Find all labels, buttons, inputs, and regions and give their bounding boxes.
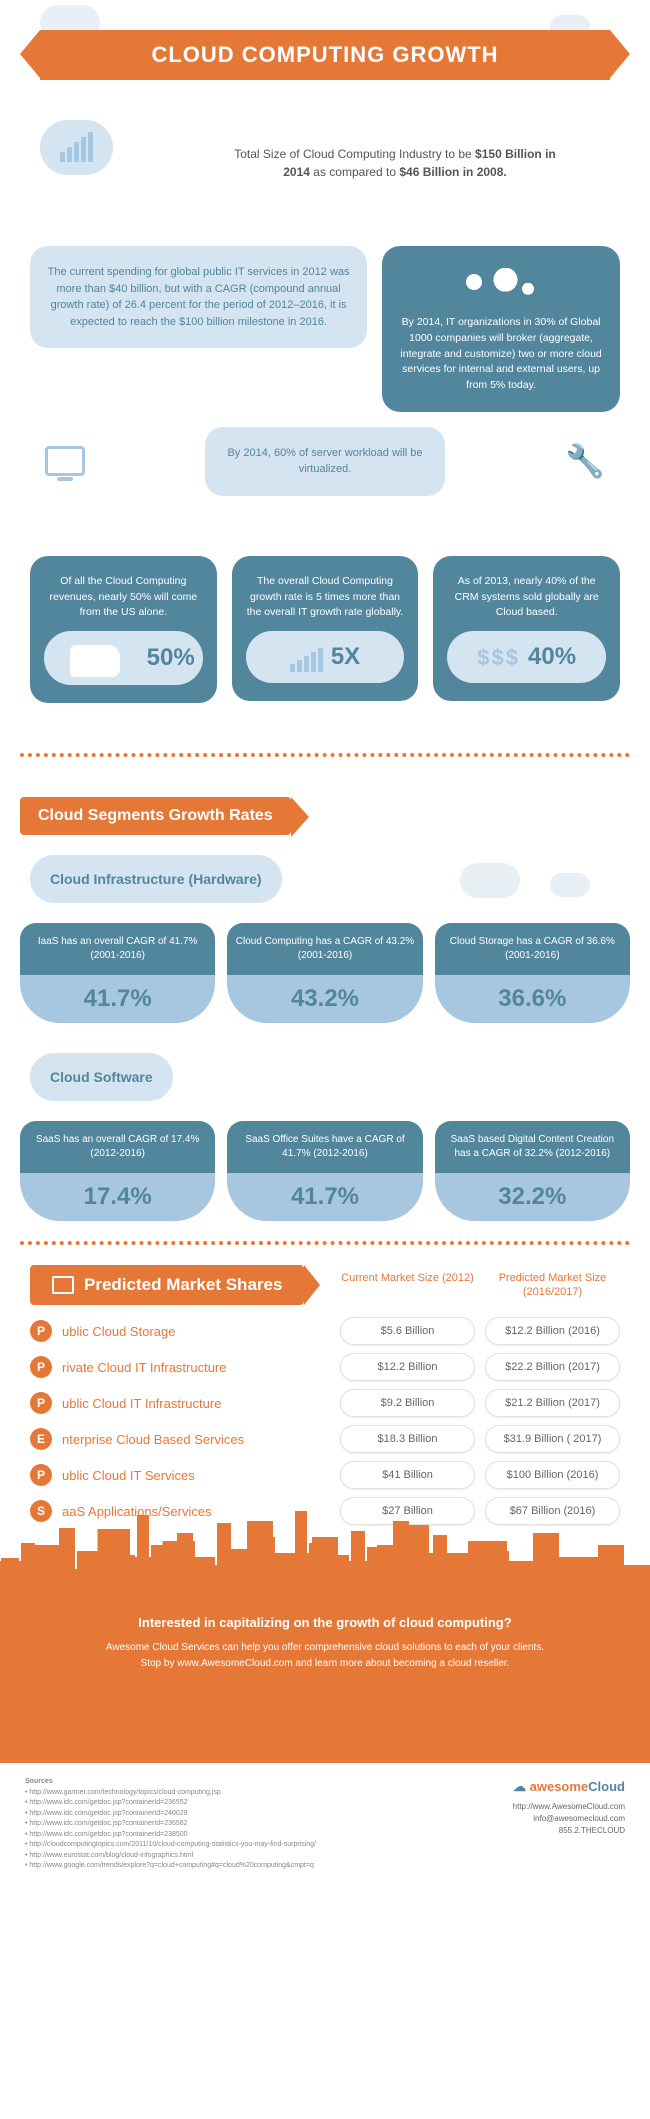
bar-chart-cloud-icon (40, 120, 113, 175)
source-item: • http://www.eurostat.com/blog/cloud-inf… (25, 1851, 513, 1862)
software-title: Cloud Software (30, 1053, 173, 1101)
infra-title: Cloud Infrastructure (Hardware) (30, 855, 282, 903)
row-letter: P (30, 1356, 52, 1378)
wrench-icon: 🔧 (550, 442, 620, 480)
crm-stat: 40% (528, 639, 576, 675)
growth-card: SaaS Office Suites have a CAGR of 41.7% … (227, 1121, 422, 1221)
market-row: Private Cloud IT Infrastructure $12.2 Bil… (30, 1353, 620, 1381)
source-item: • http://www.idc.com/getdoc.jsp?containe… (25, 1819, 513, 1830)
growth-card: SaaS has an overall CAGR of 17.4% (2012-… (20, 1121, 215, 1221)
market-row: Enterprise Cloud Based Services $18.3 Bil… (30, 1425, 620, 1453)
market-row: Public Cloud IT Services $41 Billion $100 … (30, 1461, 620, 1489)
market-row: Public Cloud Storage $5.6 Billion $12.2 Bi… (30, 1317, 620, 1345)
market-name: ublic Cloud IT Services (62, 1468, 330, 1483)
row-letter: P (30, 1464, 52, 1486)
segments-banner: Cloud Segments Growth Rates (20, 797, 291, 835)
fact-crm: As of 2013, nearly 40% of the CRM system… (433, 556, 620, 701)
us-map-icon (70, 645, 120, 677)
market-predicted: $22.2 Billion (2017) (485, 1353, 620, 1381)
fact-growth-5x: The overall Cloud Computing growth rate … (232, 556, 419, 701)
row-letter: P (30, 1320, 52, 1342)
divider (20, 753, 630, 757)
fact-us-revenue: Of all the Cloud Computing revenues, nea… (30, 556, 217, 703)
growth-card: Cloud Storage has a CAGR of 36.6% (2001-… (435, 923, 630, 1023)
intro-section: Total Size of Cloud Computing Industry t… (0, 120, 650, 216)
dollar-icon: $$$ (477, 641, 520, 674)
market-current: $41 Billion (340, 1461, 475, 1489)
market-name: rivate Cloud IT Infrastructure (62, 1360, 330, 1375)
fact-virtualized: By 2014, 60% of server workload will be … (205, 427, 445, 496)
monitor-icon (30, 446, 100, 476)
market-current: $18.3 Billion (340, 1425, 475, 1453)
market-current: $12.2 Billion (340, 1353, 475, 1381)
skyline-footer: Interested in capitalizing on the growth… (0, 1593, 650, 1763)
world-map-icon (456, 264, 546, 309)
cart-icon (52, 1276, 74, 1294)
intro-text: Total Size of Cloud Computing Industry t… (230, 145, 560, 181)
facts-2: Of all the Cloud Computing revenues, nea… (0, 526, 650, 733)
fact-global1000: By 2014, IT organizations in 30% of Glob… (382, 246, 620, 412)
source-item: • http://cloudcomputingtopics.com/2011/1… (25, 1840, 513, 1851)
row-letter: P (30, 1392, 52, 1414)
market-predicted: $100 Billion (2016) (485, 1461, 620, 1489)
growth-card: SaaS based Digital Content Creation has … (435, 1121, 630, 1221)
market-name: ublic Cloud IT Infrastructure (62, 1396, 330, 1411)
sources-list: Sources • http://www.gartner.com/technol… (25, 1777, 513, 1872)
software-cards: SaaS has an overall CAGR of 17.4% (2012-… (20, 1121, 630, 1221)
header: CLOUD COMPUTING GROWTH (0, 0, 650, 120)
growth-card: Cloud Computing has a CAGR of 43.2% (200… (227, 923, 422, 1023)
source-item: • http://www.google.com/trends/explore?q… (25, 1861, 513, 1872)
market-predicted: $21.2 Billion (2017) (485, 1389, 620, 1417)
market-name: ublic Cloud Storage (62, 1324, 330, 1339)
divider (20, 1241, 630, 1245)
title-banner: CLOUD COMPUTING GROWTH (40, 30, 610, 80)
deco-cloud (550, 873, 590, 897)
market-predicted: $31.9 Billion ( 2017) (485, 1425, 620, 1453)
city-skyline-icon (0, 1503, 650, 1593)
segments-section: Cloud Segments Growth Rates Cloud Infras… (0, 777, 650, 1221)
deco-cloud (460, 863, 520, 898)
infra-cards: IaaS has an overall CAGR of 41.7% (2001-… (20, 923, 630, 1023)
source-item: • http://www.idc.com/getdoc.jsp?containe… (25, 1798, 513, 1809)
bars-icon (290, 642, 323, 672)
row-letter: E (30, 1428, 52, 1450)
growth-card: IaaS has an overall CAGR of 41.7% (2001-… (20, 923, 215, 1023)
market-predicted: $12.2 Billion (2016) (485, 1317, 620, 1345)
footer-cta: Interested in capitalizing on the growth… (0, 1593, 650, 1692)
sources-footer: Sources • http://www.gartner.com/technol… (0, 1763, 650, 1886)
col-current: Current Market Size (2012) (340, 1271, 475, 1300)
growth-stat: 5X (331, 639, 360, 675)
us-stat: 50% (147, 640, 195, 676)
source-item: • http://www.idc.com/getdoc.jsp?containe… (25, 1830, 513, 1841)
market-current: $5.6 Billion (340, 1317, 475, 1345)
market-name: nterprise Cloud Based Services (62, 1432, 330, 1447)
source-item: • http://www.idc.com/getdoc.jsp?containe… (25, 1809, 513, 1820)
market-title: Predicted Market Shares (30, 1265, 304, 1305)
fact-spending: The current spending for global public I… (30, 246, 367, 348)
contact-info: ☁ awesomeCloud http://www.AwesomeCloud.c… (513, 1777, 625, 1837)
source-item: • http://www.gartner.com/technology/topi… (25, 1788, 513, 1799)
facts-1: The current spending for global public I… (0, 216, 650, 526)
col-predicted: Predicted Market Size (2016/2017) (485, 1271, 620, 1300)
market-current: $9.2 Billion (340, 1389, 475, 1417)
market-row: Public Cloud IT Infrastructure $9.2 Billi… (30, 1389, 620, 1417)
awesomecloud-logo: ☁ awesomeCloud (513, 1777, 625, 1797)
